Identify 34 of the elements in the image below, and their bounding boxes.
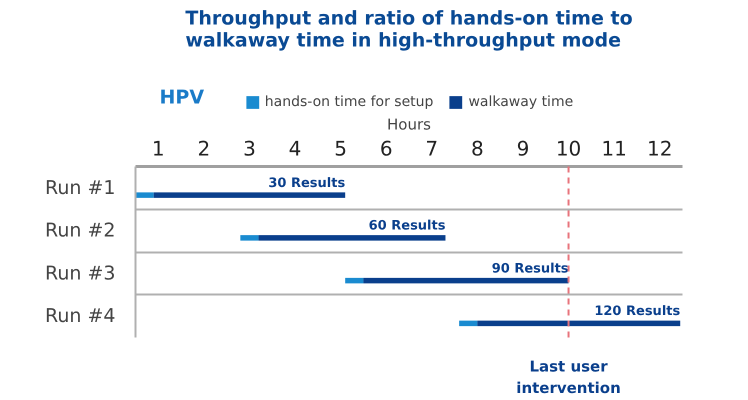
ref-line-label: Last user intervention xyxy=(516,358,621,398)
x-tick-label: 1 xyxy=(152,136,165,160)
bar xyxy=(459,320,478,326)
annotation: 90 Results xyxy=(492,261,569,276)
x-tick-label: 9 xyxy=(516,136,530,160)
bar xyxy=(240,235,259,241)
bar xyxy=(258,235,446,241)
y-tick-label: Run #4 xyxy=(45,305,116,328)
annotation: 60 Results xyxy=(368,218,446,234)
x-tick-label: 10 xyxy=(556,136,582,160)
x-tick-label: 7 xyxy=(425,136,438,160)
y-tick-label: Run #2 xyxy=(45,220,116,242)
x-tick-label: 2 xyxy=(198,136,210,160)
annotation: 30 Results xyxy=(268,176,346,191)
annotation: 120 Results xyxy=(594,304,680,320)
x-tick-label: 6 xyxy=(380,136,393,160)
x-tick-label: 5 xyxy=(334,136,347,160)
y-tick-label: Run #3 xyxy=(45,262,116,284)
x-tick-label: 11 xyxy=(601,136,627,160)
bar xyxy=(363,278,569,284)
x-axis-title: Hours xyxy=(387,116,432,134)
x-tick-label: 3 xyxy=(243,136,256,160)
y-tick-label: Run #1 xyxy=(45,176,116,199)
bar xyxy=(345,278,364,284)
legend-label: walkaway time xyxy=(468,94,574,110)
bar xyxy=(136,192,154,198)
x-tick-label: 12 xyxy=(646,136,672,160)
bar xyxy=(477,320,680,326)
x-tick-label: 4 xyxy=(288,136,302,160)
x-tick-label: 8 xyxy=(471,136,484,160)
legend-label: hands-on time for setup xyxy=(264,94,434,110)
chart-title: Throughput and ratio of hands-on time to walkaway time in high-throughput mode xyxy=(185,8,633,52)
bar xyxy=(154,192,346,198)
y-axis-title: HPV xyxy=(160,86,204,108)
